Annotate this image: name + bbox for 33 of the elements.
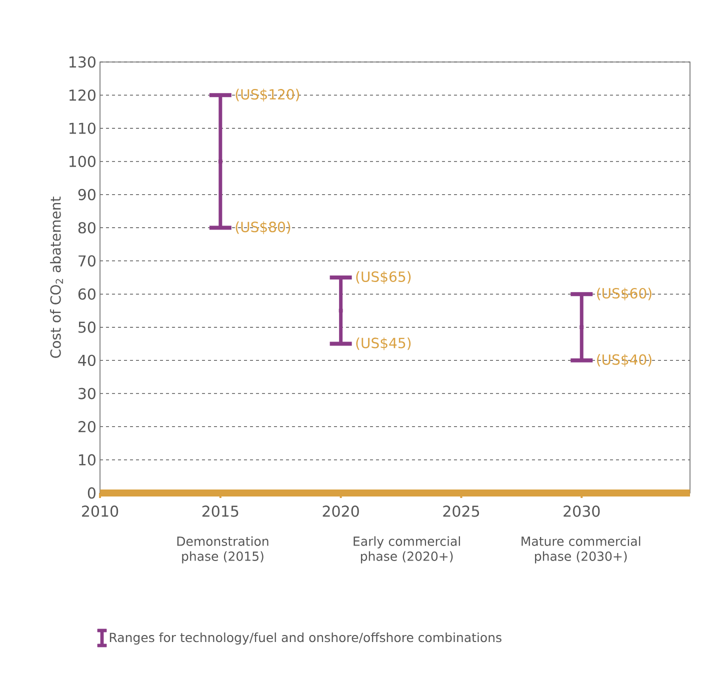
x-tick-label: 2015	[202, 506, 238, 517]
y-tick-label: 90	[78, 188, 96, 200]
y-tick-label: 50	[78, 322, 96, 333]
y-tick-label: 130	[69, 56, 96, 68]
y-tick-label: 70	[78, 255, 96, 267]
y-tick-label: 20	[78, 421, 96, 432]
annotation: (US$60)	[597, 288, 652, 300]
y-tick-label: 30	[78, 388, 96, 400]
y-axis-title: Cost of CO$_{2}$ abatement	[50, 196, 63, 358]
legend-label: Ranges for technology/fuel and onshore/offshore combinations	[110, 632, 502, 645]
point	[218, 160, 222, 164]
y-tick-label: 40	[78, 354, 96, 366]
x-tick-label: 2025	[443, 506, 479, 517]
x-tick-label: 2010	[82, 506, 118, 517]
y-tick-label: 80	[78, 222, 96, 234]
x-tick-label: 2030	[564, 506, 600, 517]
y-tick-label: 10	[79, 454, 96, 466]
point	[338, 308, 343, 313]
y-tick-label: 100	[69, 156, 96, 168]
annotation: (US$80)	[236, 221, 290, 234]
y-tick-label: 60	[78, 288, 96, 300]
x-tick-label: 2020	[322, 506, 359, 517]
y-tick-label: 120	[69, 89, 96, 101]
text: Demonstration phase (2015)	[177, 536, 268, 564]
text: Mature commercial phase (2030+)	[522, 536, 640, 564]
y-tick-label: 0	[88, 487, 96, 499]
annotation: (US$40)	[597, 354, 652, 367]
annotation: (US$65)	[356, 271, 411, 284]
y-tick-label: 110	[69, 122, 96, 134]
annotation: (US$120)	[236, 88, 300, 102]
annotation: (US$45)	[356, 337, 411, 350]
text: Early commercial phase (2020+)	[354, 536, 460, 564]
point	[580, 325, 584, 330]
